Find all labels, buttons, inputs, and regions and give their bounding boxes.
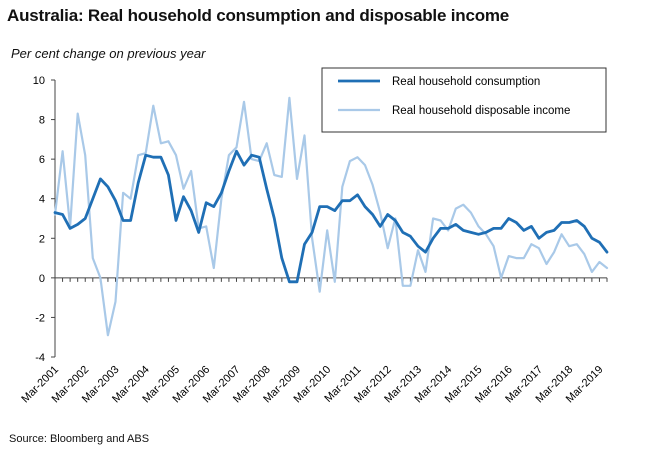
chart-title: Australia: Real household consumption an…	[7, 6, 510, 25]
legend-label-consumption: Real household consumption	[392, 76, 540, 88]
y-tick-label: -2	[35, 312, 45, 324]
y-tick-label: 0	[39, 273, 45, 285]
legend-label-income: Real household disposable income	[392, 105, 570, 117]
x-axis-ticks: Mar-2001Mar-2002Mar-2003Mar-2004Mar-2005…	[19, 277, 608, 405]
y-axis-ticks: 10 8 6 4 2 0 -2 -4	[33, 75, 55, 364]
source-note: Source: Bloomberg and ABS	[9, 433, 150, 445]
series-lines	[53, 96, 609, 337]
series-line-consumption	[53, 149, 609, 284]
y-tick-label: 6	[39, 154, 45, 166]
legend-box	[321, 67, 607, 133]
legend: Real household consumption Real househol…	[321, 67, 607, 133]
y-tick-label: 2	[39, 233, 45, 245]
y-tick-label: 8	[39, 115, 45, 127]
chart-subtitle: Per cent change on previous year	[11, 46, 206, 61]
y-tick-label: 10	[33, 75, 45, 87]
axes	[54, 80, 607, 357]
series-line-income	[53, 96, 609, 337]
y-tick-label: -4	[35, 352, 45, 364]
y-tick-label: 4	[39, 194, 45, 206]
